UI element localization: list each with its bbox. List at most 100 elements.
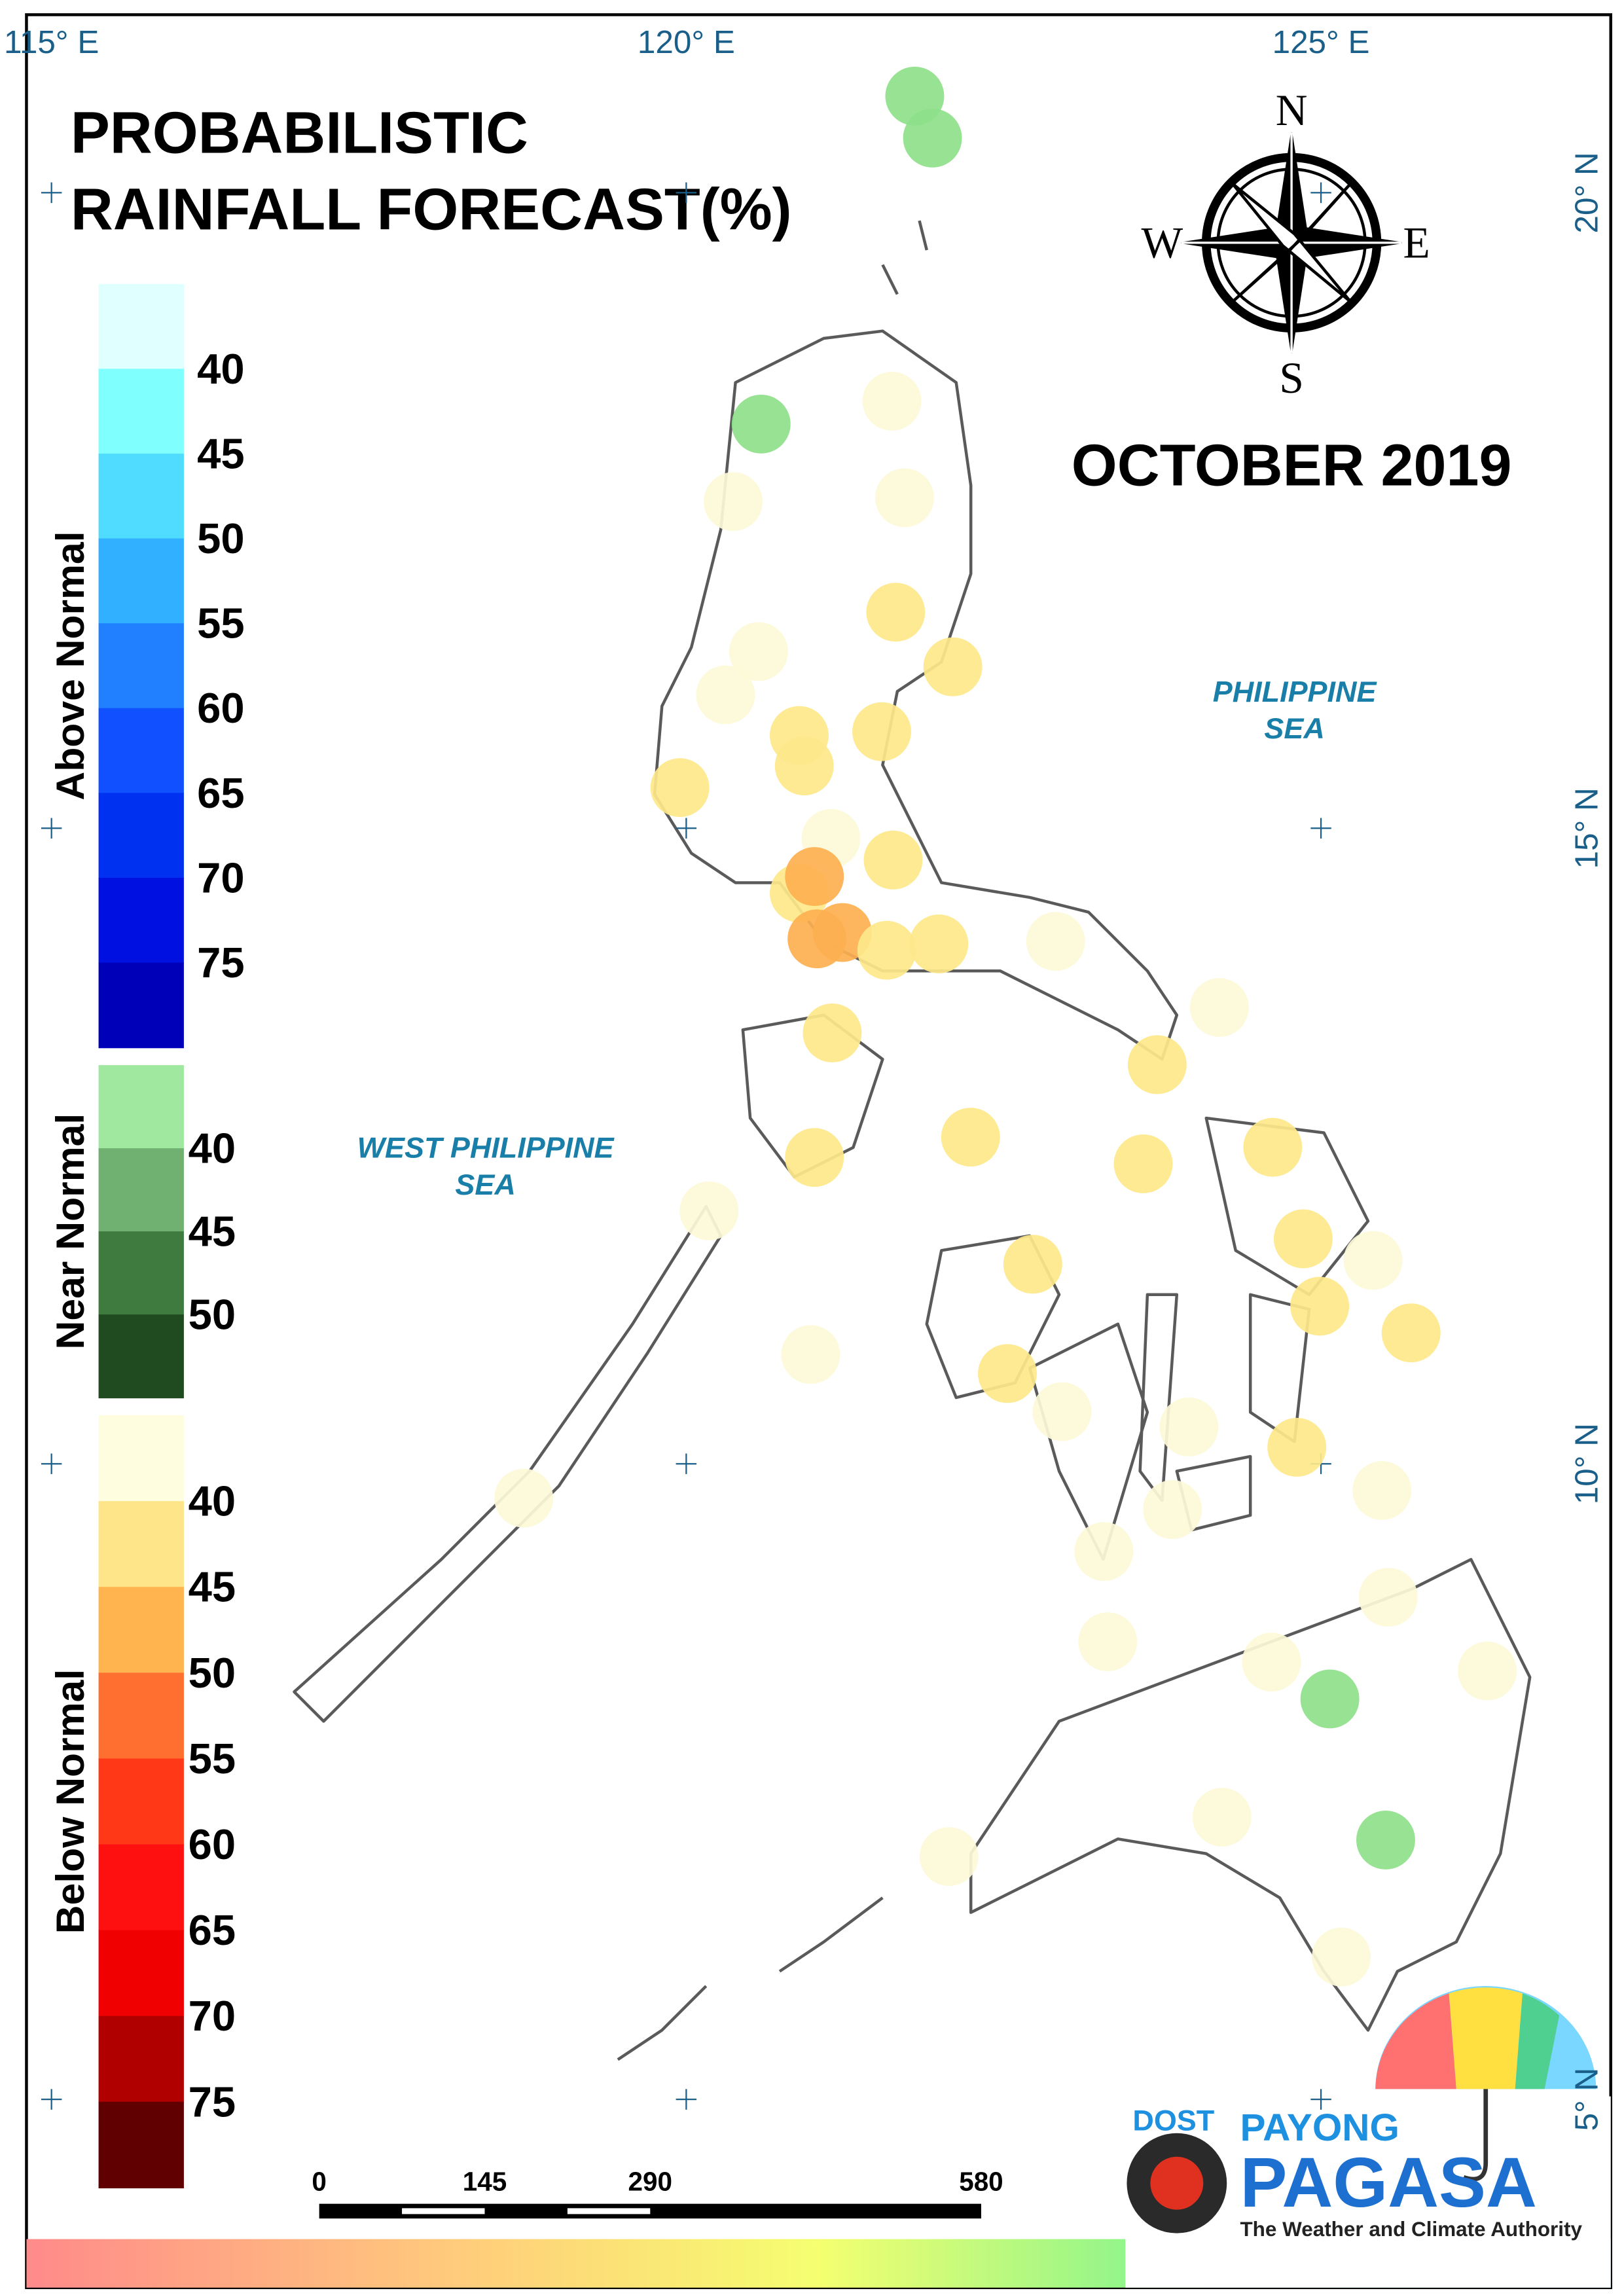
- scale-bar-label: 580: [959, 2166, 1003, 2196]
- logo-tagline: The Weather and Climate Authority: [1240, 2218, 1582, 2241]
- forecast-point: [1458, 1641, 1517, 1701]
- forecast-point: [1192, 1788, 1252, 1847]
- legend-title: Below Normal: [48, 1669, 92, 1934]
- lat-tick-label: 10° N: [1569, 1423, 1605, 1504]
- forecast-point: [1032, 1382, 1092, 1441]
- forecast-point: [774, 736, 834, 796]
- forecast-point: [803, 1003, 862, 1062]
- legend-tick-label: 50: [197, 515, 244, 562]
- forecast-point: [1113, 1134, 1173, 1193]
- legend-tick-label: 55: [189, 1735, 236, 1782]
- period: OCTOBER 2019: [1072, 433, 1512, 499]
- forecast-point: [1358, 1568, 1418, 1627]
- scale-bar-segment: [567, 2208, 651, 2214]
- umbrella-handle: [1462, 2089, 1489, 2182]
- forecast-point: [862, 371, 922, 431]
- lon-tick-label: 120° E: [638, 24, 735, 60]
- legend-swatch: [98, 793, 184, 879]
- sea-label: WEST PHILIPPINE: [357, 1131, 615, 1165]
- legend-tick-label: 45: [189, 1208, 236, 1256]
- legend-swatch: [98, 453, 184, 539]
- forecast-point: [494, 1468, 554, 1528]
- forecast-point: [875, 468, 934, 528]
- legend-swatch: [98, 2101, 184, 2189]
- compass: N S W E: [1142, 86, 1430, 403]
- forecast-point: [1127, 1035, 1187, 1094]
- legend-swatch: [98, 1148, 184, 1233]
- forecast-point: [696, 665, 755, 725]
- legend-tick-label: 50: [189, 1291, 236, 1339]
- legend-swatch: [98, 1415, 184, 1502]
- legend-swatch: [98, 538, 184, 624]
- lon-tick-label: 125° E: [1272, 24, 1370, 60]
- title-line: RAINFALL FORECAST(%): [71, 177, 792, 243]
- forecast-point: [812, 903, 872, 962]
- forecast-point: [1159, 1397, 1219, 1456]
- forecast-point: [1273, 1209, 1333, 1269]
- forecast-point: [1143, 1480, 1202, 1540]
- legend-tick-label: 70: [189, 1992, 236, 2040]
- forecast-point: [978, 1344, 1037, 1403]
- forecast-point: [731, 394, 791, 454]
- legend-tick-label: 50: [189, 1649, 236, 1697]
- forecast-point: [1078, 1612, 1138, 1671]
- legend-swatch: [98, 1758, 184, 1845]
- legend-tick-label: 75: [189, 2078, 236, 2125]
- sulu-islands: [617, 1896, 884, 2061]
- graticule-cross: [676, 182, 697, 204]
- legend-tick-label: 40: [189, 1477, 236, 1525]
- compass-n: N: [1276, 86, 1308, 135]
- legend-swatch: [98, 1844, 184, 1931]
- logo-pagasa: PAGASA: [1240, 2142, 1536, 2222]
- legend-swatch: [98, 1587, 184, 1674]
- legend-tick-label: 75: [197, 939, 244, 986]
- graticule-cross: [1310, 182, 1331, 204]
- forecast-point: [650, 758, 710, 818]
- legend-tick-label: 40: [189, 1125, 236, 1172]
- legend-swatch: [98, 623, 184, 709]
- forecast-point: [852, 702, 911, 761]
- logo-dost: DOST: [1132, 2103, 1214, 2137]
- legend-title: Above Normal: [48, 531, 92, 800]
- legend-swatch: [98, 283, 184, 370]
- lat-tick-label: 5° N: [1569, 2068, 1605, 2131]
- sea-label: SEA: [1264, 712, 1324, 745]
- scale-bar-segment: [402, 2208, 485, 2214]
- graticule-cross: [676, 1453, 697, 1474]
- legend-swatch: [98, 369, 184, 455]
- scale-bar-label: 0: [312, 2166, 326, 2196]
- sea-label: SEA: [455, 1168, 515, 1201]
- legend-swatch: [98, 1930, 184, 2017]
- forecast-point: [1267, 1418, 1327, 1477]
- graticule-cross: [1310, 2089, 1331, 2110]
- umbrella: [1515, 1993, 1560, 2089]
- legend-swatch: [98, 1314, 184, 1399]
- scale-bar-label: 290: [628, 2166, 672, 2196]
- scale-bar: 0 145 290 580: [312, 2166, 1003, 2219]
- forecast-point: [785, 1128, 844, 1187]
- forecast-point: [857, 920, 916, 980]
- batanes-islands: [881, 220, 928, 295]
- graticule-cross: [41, 1453, 62, 1474]
- forecast-point: [1356, 1811, 1415, 1870]
- forecast-point: [1312, 1927, 1371, 1987]
- lat-tick-label: 15° N: [1569, 787, 1605, 869]
- forecast-point: [866, 583, 926, 642]
- forecast-point: [1026, 912, 1085, 971]
- graticule-cross: [41, 182, 62, 204]
- forecast-point: [785, 847, 844, 907]
- forecast-point: [1352, 1461, 1412, 1520]
- umbrella: [1449, 1987, 1523, 2089]
- legend-swatch: [98, 962, 184, 1049]
- legend-tick-label: 45: [197, 429, 244, 477]
- forecast-point: [1189, 978, 1249, 1038]
- compass-star: [1231, 183, 1352, 303]
- forecast-point: [903, 108, 962, 168]
- luzon: [653, 329, 1179, 1061]
- graticule-cross: [676, 2089, 697, 2110]
- forecast-point: [1242, 1633, 1301, 1692]
- graticule-cross: [1310, 818, 1331, 839]
- forecast-point: [909, 914, 969, 973]
- legend-swatch: [98, 1501, 184, 1588]
